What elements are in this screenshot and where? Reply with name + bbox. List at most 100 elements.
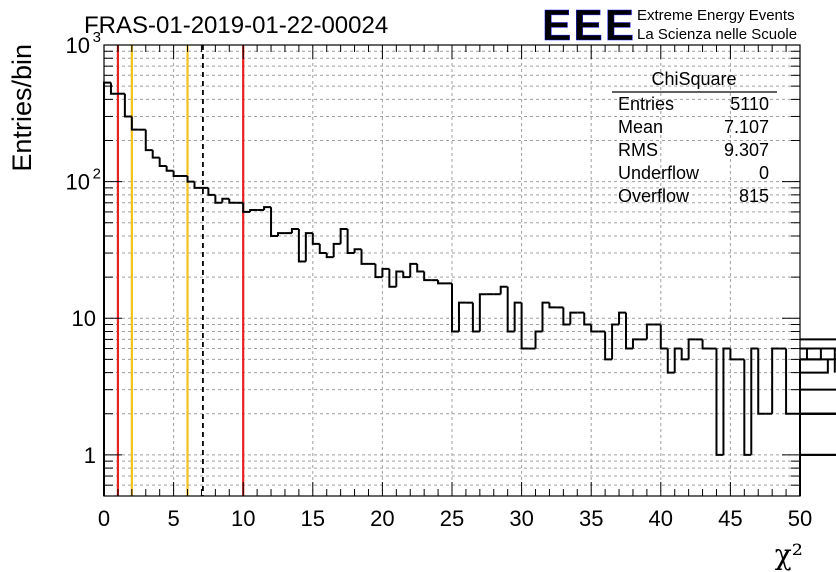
histogram-bin xyxy=(263,206,272,210)
histogram-bin xyxy=(103,81,111,496)
histogram-bin xyxy=(800,359,829,374)
histogram-bin xyxy=(409,262,418,278)
histogram-bin xyxy=(800,347,836,373)
stats-row-value: 7.107 xyxy=(724,117,769,137)
eee-logo: EEE Extreme Energy Events La Scienza nel… xyxy=(542,1,797,51)
histogram-bin xyxy=(325,253,334,259)
x-tick-label: 50 xyxy=(788,506,812,531)
x-tick-label: 35 xyxy=(579,506,603,531)
chart-title: FRAS-01-2019-01-22-00024 xyxy=(84,12,388,39)
stats-row-label: Underflow xyxy=(618,163,700,183)
histogram-bin xyxy=(416,263,425,273)
histogram-bin xyxy=(680,348,689,361)
histogram-bin xyxy=(800,412,836,415)
histogram-bin xyxy=(423,271,432,282)
stats-row-label: Mean xyxy=(618,117,663,137)
histogram-bin xyxy=(604,331,613,361)
histogram-bin xyxy=(800,412,836,415)
histogram-bin xyxy=(130,116,139,131)
histogram-bin xyxy=(374,263,383,279)
y-axis-label: Entries/bin xyxy=(7,44,37,172)
histogram-bin xyxy=(221,197,230,203)
histogram-bin xyxy=(228,198,237,204)
histogram-bin xyxy=(583,312,592,326)
grid-layer xyxy=(104,45,800,496)
stats-row-label: RMS xyxy=(618,140,658,160)
histogram-bin xyxy=(304,232,313,262)
histogram-bin xyxy=(339,228,348,244)
histogram-bin xyxy=(800,347,836,350)
stats-row-value: 0 xyxy=(759,163,769,183)
histogram-bin xyxy=(186,175,195,183)
histogram-bin xyxy=(729,348,738,361)
histogram-bin xyxy=(451,283,459,333)
histogram-bin xyxy=(800,412,836,415)
histogram-bin xyxy=(165,166,174,172)
x-tick-label: 0 xyxy=(98,506,110,531)
histogram-bin xyxy=(172,170,181,177)
histogram-bin xyxy=(673,347,682,373)
histogram-bin xyxy=(207,187,216,196)
x-tick-label: 25 xyxy=(440,506,464,531)
y-tick-label: 10 xyxy=(66,170,90,195)
histogram-bin xyxy=(402,271,411,279)
y-tick-label: 10 xyxy=(72,306,96,331)
histogram-bin xyxy=(478,293,487,332)
histogram-bin xyxy=(534,330,543,349)
histogram-bin xyxy=(750,347,759,455)
x-tick-label: 30 xyxy=(509,506,533,531)
histogram-bin xyxy=(381,267,390,278)
histogram-bin xyxy=(722,347,731,455)
histogram-bin xyxy=(541,301,550,332)
logo-line-2: La Scienza nelle Scuole xyxy=(637,26,797,43)
x-tick-label: 10 xyxy=(231,506,255,531)
stats-row-label: Overflow xyxy=(618,186,690,206)
histogram-bin xyxy=(659,324,668,350)
histogram-bin xyxy=(800,348,822,361)
histogram-bin xyxy=(353,248,362,254)
histogram-bin xyxy=(800,453,836,456)
histogram-bin xyxy=(457,301,466,332)
stats-box: ChiSquare Entries 5110 Mean 7.107 RMS 9.307 Un… xyxy=(612,69,777,206)
histogram-bin xyxy=(743,359,752,456)
histogram-bin xyxy=(290,228,299,234)
histogram-bin xyxy=(513,301,522,332)
histogram-bin xyxy=(388,268,397,288)
stats-row-value: 9.307 xyxy=(724,140,769,160)
stats-row-value: 815 xyxy=(739,186,769,206)
y-tick-exponent: 3 xyxy=(93,29,101,46)
histogram-bin xyxy=(687,338,696,360)
histogram-bin xyxy=(123,93,132,118)
histogram-bin xyxy=(332,242,341,258)
histogram-bin xyxy=(800,388,836,391)
x-tick-label: 40 xyxy=(649,506,673,531)
x-tick-label: 15 xyxy=(301,506,325,531)
histogram-bin xyxy=(625,312,633,350)
stats-title: ChiSquare xyxy=(651,69,736,89)
histogram-bin xyxy=(499,285,508,295)
logo-mark: EEE xyxy=(542,1,636,50)
histogram-bin xyxy=(318,243,327,255)
histogram-bin xyxy=(158,157,167,168)
x-tick-label: 20 xyxy=(370,506,394,531)
histogram-bin xyxy=(151,150,160,159)
x-tick-label: 45 xyxy=(718,506,742,531)
histogram-bin xyxy=(800,358,836,361)
stats-rows: Entries 5110 Mean 7.107 RMS 9.307 Underflow 0 Ov… xyxy=(618,94,769,206)
histogram-bin xyxy=(548,302,557,309)
histogram-bin xyxy=(395,270,404,287)
histogram-bin xyxy=(611,323,620,360)
histogram-bin xyxy=(193,181,202,189)
histogram-bin xyxy=(520,302,529,350)
y-tick-label: 1 xyxy=(84,443,96,468)
histogram-bin xyxy=(590,324,599,333)
x-tick-label: 5 xyxy=(167,506,179,531)
logo-line-1: Extreme Energy Events xyxy=(637,7,795,24)
histogram-bin xyxy=(800,347,808,360)
histogram-bin xyxy=(562,307,571,326)
histogram-bin xyxy=(506,286,515,333)
histogram-bin xyxy=(715,348,724,456)
histogram-bin xyxy=(270,207,278,237)
histogram-bin xyxy=(346,229,355,255)
